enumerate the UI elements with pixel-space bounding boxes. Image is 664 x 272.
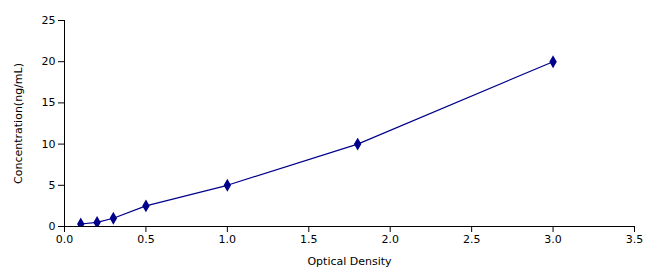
svg-text:3.0: 3.0 bbox=[544, 233, 562, 246]
svg-text:0.5: 0.5 bbox=[137, 233, 155, 246]
svg-text:Optical Density: Optical Density bbox=[307, 255, 392, 268]
svg-text:1.5: 1.5 bbox=[300, 233, 318, 246]
svg-text:20: 20 bbox=[42, 55, 56, 68]
svg-text:0: 0 bbox=[49, 220, 56, 233]
svg-text:25: 25 bbox=[42, 14, 56, 27]
svg-text:0.0: 0.0 bbox=[56, 233, 74, 246]
svg-text:5: 5 bbox=[49, 179, 56, 192]
svg-text:2.5: 2.5 bbox=[463, 233, 481, 246]
svg-text:2.0: 2.0 bbox=[381, 233, 399, 246]
svg-text:1.0: 1.0 bbox=[219, 233, 237, 246]
svg-text:3.5: 3.5 bbox=[626, 233, 644, 246]
svg-text:Concentration(ng/mL): Concentration(ng/mL) bbox=[12, 63, 25, 184]
svg-text:10: 10 bbox=[42, 138, 56, 151]
svg-text:15: 15 bbox=[42, 96, 56, 109]
